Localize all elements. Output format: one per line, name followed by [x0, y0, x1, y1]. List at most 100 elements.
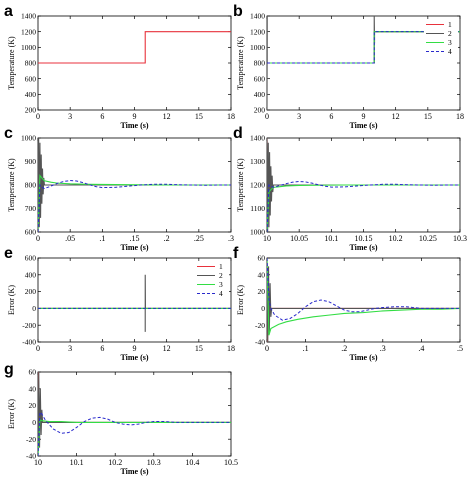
x-tick-label: 9 — [133, 344, 137, 353]
x-tick-label: 12 — [163, 344, 171, 353]
y-tick-label: 800 — [25, 181, 37, 190]
plot-area — [38, 274, 231, 332]
y-tick-label: 20 — [258, 287, 266, 296]
y-tick-label: 1300 — [250, 157, 265, 166]
y-tick-label: 1000 — [250, 228, 265, 237]
y-tick-label: 1200 — [21, 27, 36, 36]
chart-a: a 0 3 6 9 12 15 18 200 400 600 800 1000 1200 1400 Time … — [4, 3, 235, 130]
x-tick-label: 6 — [100, 112, 104, 121]
y-tick-label: 60 — [29, 368, 37, 377]
y-axis-label: Temperature (K) — [236, 158, 245, 212]
x-tick-label: 3 — [68, 344, 72, 353]
y-tick-label: 200 — [25, 287, 37, 296]
chart-f: f 0 .1 .2 .3 .4 .5 -40 -20 0 20 40 60 Time (s) Error (… — [233, 245, 463, 362]
y-tick-label: 1100 — [250, 204, 265, 213]
series-2-line — [38, 372, 231, 456]
x-tick-label: 10 — [263, 234, 271, 243]
x-tick-label: .2 — [164, 234, 170, 243]
x-axis-label: Time (s) — [349, 243, 377, 252]
y-tick-label: 1200 — [250, 27, 265, 36]
y-tick-label: -200 — [22, 321, 36, 330]
x-tick-label: 0 — [36, 234, 40, 243]
y-axis-label: Error (K) — [236, 285, 245, 315]
x-tick-label: 6 — [329, 112, 333, 121]
legend-box — [424, 20, 458, 60]
y-axis-label: Temperature (K) — [7, 36, 16, 90]
x-axis-label: Time (s) — [120, 353, 148, 362]
legend-box — [195, 262, 229, 302]
y-tick-label: 60 — [258, 254, 266, 263]
series-3-line — [38, 174, 231, 232]
y-tick-label: 600 — [25, 74, 37, 83]
legend-label: 2 — [219, 271, 223, 280]
x-tick-label: .3 — [380, 344, 386, 353]
plot-area — [267, 138, 460, 232]
x-tick-label: 9 — [362, 112, 366, 121]
x-axis-label: Time (s) — [349, 121, 377, 130]
legend-label: 1 — [448, 20, 452, 29]
y-tick-label: 400 — [25, 90, 37, 99]
series-1-line — [267, 138, 460, 186]
x-tick-label: 6 — [100, 344, 104, 353]
y-tick-label: 600 — [25, 254, 37, 263]
x-tick-label: 15 — [424, 112, 432, 121]
x-tick-label: .25 — [194, 234, 204, 243]
x-tick-label: .15 — [130, 234, 140, 243]
series-3-line — [267, 184, 460, 232]
y-tick-label: 200 — [25, 106, 37, 115]
plot-area — [38, 138, 231, 232]
chart-b: b 0 3 6 9 12 15 18 200 400 600 800 1000 1200 1400 Time … — [233, 3, 464, 130]
y-tick-label: 0 — [261, 304, 265, 313]
x-tick-label: 10.3 — [147, 458, 161, 467]
x-tick-label: .4 — [418, 344, 424, 353]
x-tick-label: 15 — [195, 344, 203, 353]
y-tick-label: 1000 — [21, 43, 36, 52]
x-tick-label: 10.15 — [355, 234, 373, 243]
series-3-line — [267, 258, 460, 336]
x-tick-label: 10.05 — [290, 234, 308, 243]
series-4-line — [38, 180, 231, 232]
x-tick-label: 0 — [265, 344, 269, 353]
y-tick-label: 600 — [254, 74, 266, 83]
x-tick-label: 12 — [392, 112, 400, 121]
x-tick-label: 10.2 — [108, 458, 122, 467]
x-tick-label: 9 — [133, 112, 137, 121]
y-axis-label: Temperature (K) — [7, 158, 16, 212]
y-tick-label: 400 — [25, 270, 37, 279]
x-tick-label: .1 — [303, 344, 309, 353]
series-4-line — [267, 31, 460, 64]
x-tick-label: 10.2 — [389, 234, 403, 243]
legend-label: 4 — [219, 289, 223, 298]
series-1-line — [38, 184, 231, 232]
y-tick-label: 400 — [254, 90, 266, 99]
series-3-line — [38, 419, 231, 456]
x-tick-label: 0 — [265, 112, 269, 121]
x-axis-label: Time (s) — [349, 353, 377, 362]
legend-label: 3 — [448, 38, 452, 47]
y-tick-label: -40 — [26, 452, 36, 461]
x-tick-label: 18 — [456, 112, 464, 121]
y-tick-label: -40 — [255, 338, 265, 347]
x-tick-label: 10.1 — [324, 234, 338, 243]
x-tick-label: 12 — [163, 112, 171, 121]
y-tick-label: 20 — [29, 401, 37, 410]
y-tick-label: 40 — [29, 384, 37, 393]
y-tick-label: 900 — [25, 157, 37, 166]
x-tick-label: 10 — [34, 458, 42, 467]
axes-box — [266, 257, 461, 343]
x-axis-label: Time (s) — [120, 467, 148, 476]
x-tick-label: 15 — [195, 112, 203, 121]
x-tick-label: 0 — [36, 344, 40, 353]
x-tick-label: 10.5 — [224, 458, 238, 467]
x-tick-label: .3 — [228, 234, 234, 243]
legend-label: 4 — [448, 47, 452, 56]
legend-label: 3 — [219, 280, 223, 289]
y-tick-label: -20 — [26, 435, 36, 444]
x-tick-label: 3 — [68, 112, 72, 121]
y-tick-label: 700 — [25, 204, 37, 213]
y-tick-label: 0 — [32, 418, 36, 427]
x-tick-label: .05 — [65, 234, 75, 243]
y-axis-label: Temperature (K) — [236, 36, 245, 90]
